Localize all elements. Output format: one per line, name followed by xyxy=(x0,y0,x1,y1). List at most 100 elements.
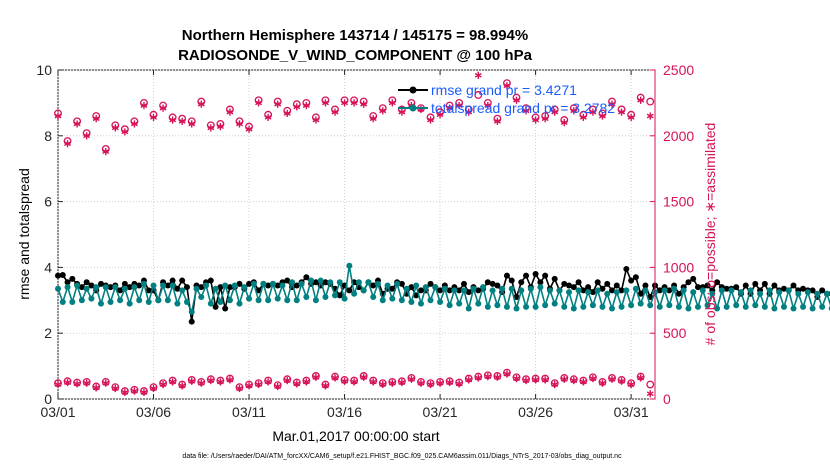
spread-point xyxy=(642,287,649,294)
rmse-point xyxy=(169,277,176,284)
spread-point xyxy=(427,297,434,304)
obs-assimilated-marker xyxy=(64,378,72,387)
spread-point xyxy=(293,297,300,304)
obs-asterisk-stroke xyxy=(312,374,320,380)
obs-assimilated-marker xyxy=(388,379,396,387)
obs-assimilated-marker xyxy=(236,384,243,393)
obs-assimilated-marker xyxy=(579,113,587,121)
obs-assimilated-marker xyxy=(379,107,387,115)
obs-assimilated-marker xyxy=(589,375,597,383)
obs-assimilated-marker xyxy=(92,384,100,392)
obs-assimilated-marker xyxy=(350,378,358,386)
spread-point xyxy=(69,298,76,305)
spread-point xyxy=(761,303,768,310)
obs-asterisk-stroke xyxy=(102,380,110,386)
spread-point xyxy=(475,300,482,307)
spread-point xyxy=(489,287,496,294)
obs-asterisk-stroke xyxy=(236,386,243,391)
spread-point xyxy=(183,298,190,305)
rmse-point xyxy=(293,282,300,289)
spread-point xyxy=(656,303,663,310)
obs-assimilated-marker xyxy=(102,379,110,387)
spread-point xyxy=(174,300,181,307)
obs-asterisk-stroke xyxy=(226,377,234,383)
spread-point xyxy=(575,287,582,294)
obs-asterisk-stroke xyxy=(541,377,549,383)
obs-assimilated-marker xyxy=(541,115,549,123)
spread-point xyxy=(59,298,66,305)
obs-assimilated-marker xyxy=(226,376,234,384)
obs-asterisk-stroke xyxy=(369,116,377,122)
rmse-point xyxy=(370,282,377,289)
spread-point xyxy=(155,297,162,304)
spread-point xyxy=(585,289,592,296)
obs-asterisk-stroke xyxy=(637,97,645,103)
rmse-point xyxy=(303,274,310,281)
spread-point xyxy=(250,280,257,287)
series-assimilated_obs_low xyxy=(54,370,654,398)
obs-assimilated-marker xyxy=(455,380,463,388)
rmse-point xyxy=(566,282,573,289)
spread-point xyxy=(312,297,319,304)
obs-assimilated-marker xyxy=(140,101,148,110)
obs-asterisk-stroke xyxy=(484,374,492,380)
rmse-point xyxy=(790,282,797,289)
obs-assimilated-marker xyxy=(130,120,138,128)
obs-asterisk-stroke xyxy=(522,378,530,383)
spread-point xyxy=(718,287,725,294)
obs-asterisk-stroke xyxy=(341,378,349,384)
spread-point xyxy=(327,279,334,286)
obs-assimilated-marker xyxy=(427,380,435,389)
rmse-point xyxy=(236,280,243,287)
spread-point xyxy=(140,280,147,287)
obs-assimilated-marker xyxy=(493,117,501,125)
x-tick-label: 03/26 xyxy=(518,404,553,420)
obs-asterisk-stroke xyxy=(417,380,425,386)
obs-asterisk-stroke xyxy=(188,378,196,384)
obs-asterisk-stroke xyxy=(532,377,540,383)
obs-assimilated-marker xyxy=(589,108,597,116)
obs-assimilated-marker xyxy=(169,378,177,386)
spread-point xyxy=(809,305,816,312)
obs-assimilated-marker xyxy=(398,108,406,116)
spread-point xyxy=(527,285,534,292)
y-right-tick-label: 2000 xyxy=(663,128,694,144)
obs-assimilated-marker xyxy=(455,101,463,110)
spread-point xyxy=(265,297,272,304)
obs-assimilated-marker xyxy=(178,382,186,390)
obs-assimilated-marker xyxy=(312,373,320,381)
obs-asterisk-stroke xyxy=(551,109,559,115)
spread-point xyxy=(503,303,510,310)
spread-point xyxy=(408,298,415,305)
rmse-point xyxy=(609,287,616,294)
spread-point xyxy=(714,305,721,312)
obs-asterisk-stroke xyxy=(503,371,511,377)
obs-asterisk-stroke xyxy=(513,376,520,382)
spread-point xyxy=(379,297,386,304)
chart-title-line2: RADIOSONDE_V_WIND_COMPONENT @ 100 hPa xyxy=(178,47,533,64)
obs-asterisk-stroke xyxy=(245,126,253,132)
spread-point xyxy=(351,290,358,297)
obs-assimilated-marker xyxy=(369,378,377,386)
obs-assimilated-marker xyxy=(207,376,215,385)
spread-point xyxy=(336,279,343,286)
spread-point xyxy=(346,262,353,269)
spread-point xyxy=(570,305,577,312)
obs-assimilated-marker xyxy=(207,124,215,132)
spread-point xyxy=(632,285,639,292)
spread-point xyxy=(284,297,291,304)
obs-asterisk-stroke xyxy=(465,109,473,115)
spread-point xyxy=(532,303,539,310)
obs-asterisk-stroke xyxy=(513,97,520,103)
rmse-point xyxy=(637,290,644,297)
spread-point xyxy=(55,285,61,292)
rmse-point xyxy=(475,287,482,294)
obs-asterisk-stroke xyxy=(121,129,129,135)
rmse-point xyxy=(733,284,740,291)
obs-asterisk-stroke xyxy=(111,386,119,391)
obs-assimilated-marker xyxy=(274,100,282,108)
obs-assimilated-marker xyxy=(608,100,616,108)
rmse-point xyxy=(222,305,229,312)
spread-point xyxy=(403,285,410,292)
rmse-point xyxy=(604,280,611,287)
